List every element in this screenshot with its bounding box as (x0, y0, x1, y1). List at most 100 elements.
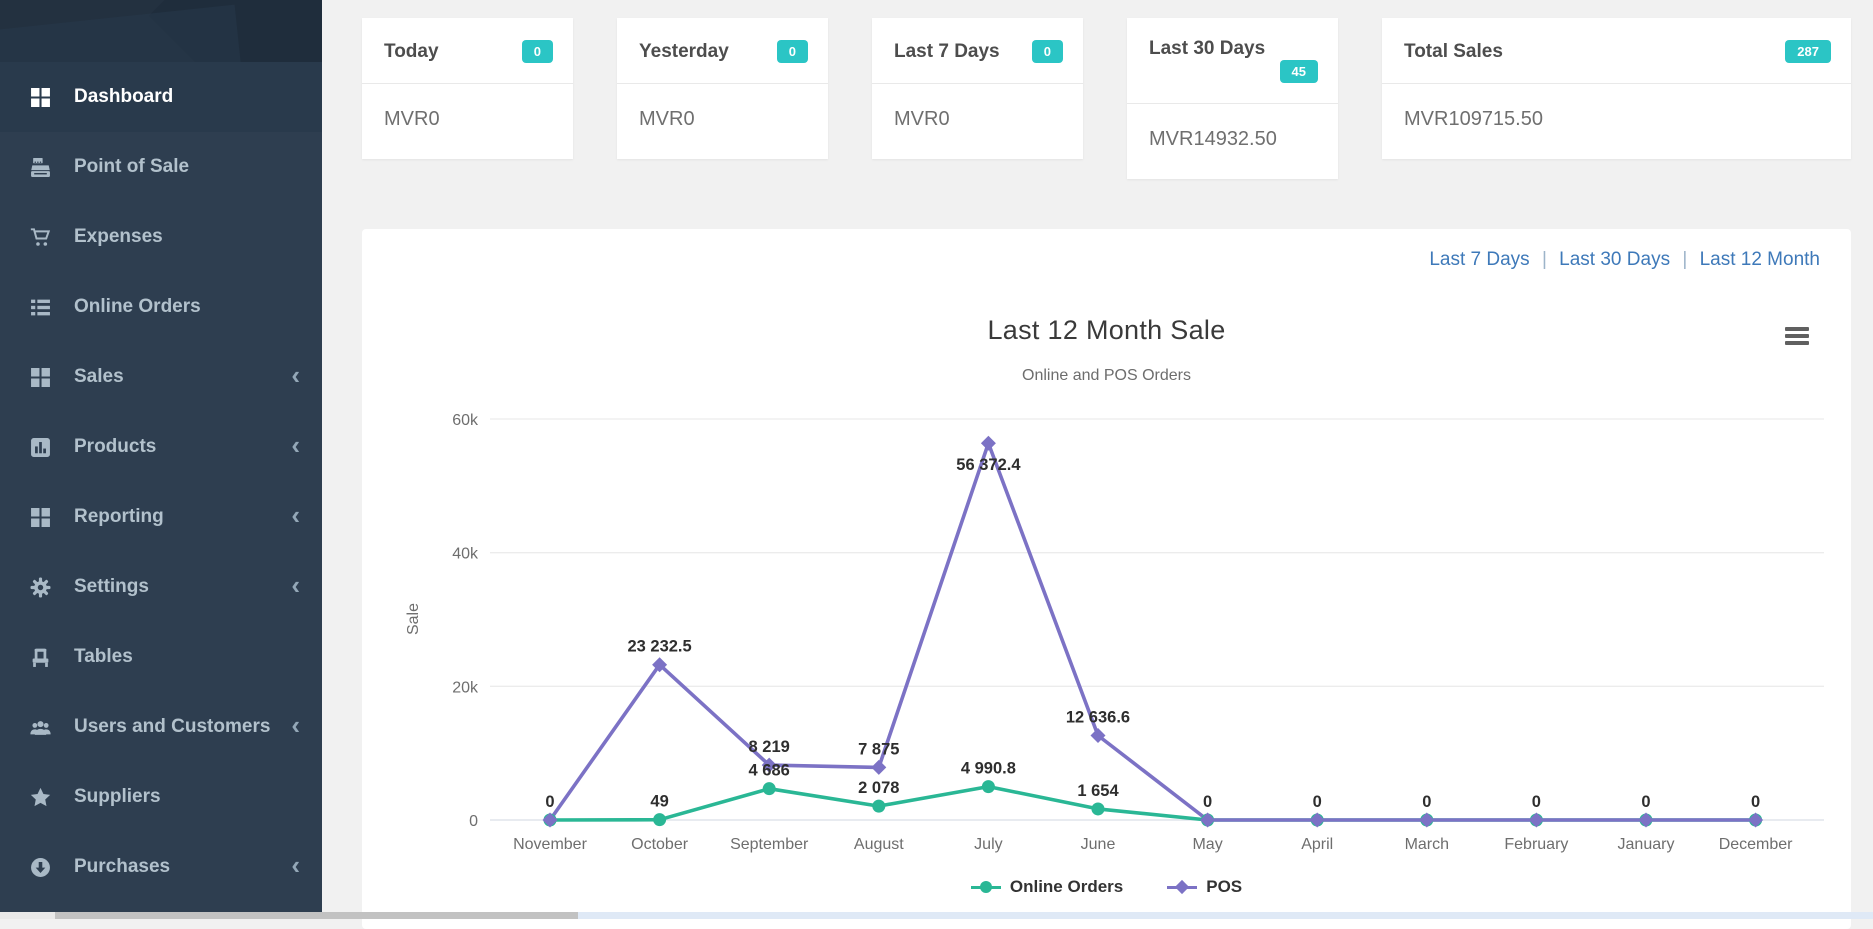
sidebar-item-dashboard[interactable]: Dashboard (0, 62, 322, 132)
card-total-sales: Total Sales 287 MVR109715.50 (1382, 18, 1851, 159)
legend-item-online-orders[interactable]: Online Orders (971, 877, 1123, 897)
scrollbar-corner (0, 912, 55, 919)
card-count-badge: 45 (1280, 60, 1318, 83)
svg-text:0: 0 (1422, 793, 1431, 811)
horizontal-scrollbar[interactable] (0, 912, 1873, 919)
grid-icon (30, 86, 56, 108)
chevron-left-icon: ‹ (291, 572, 300, 598)
card-value: MVR14932.50 (1127, 104, 1338, 179)
card-value: MVR109715.50 (1382, 84, 1851, 159)
svg-text:November: November (513, 836, 587, 853)
grid-icon (30, 366, 56, 388)
svg-text:October: October (631, 836, 689, 853)
sidebar-item-point-of-sale[interactable]: Point of Sale (0, 132, 322, 202)
sidebar-item-reporting[interactable]: Reporting‹ (0, 482, 322, 552)
legend-circle-marker (971, 880, 1001, 894)
bar-chart-icon (30, 436, 56, 458)
svg-text:7 875: 7 875 (858, 740, 899, 758)
grid-icon (30, 506, 56, 528)
chart-legend: Online Orders POS (362, 877, 1851, 897)
card-header: Today 0 (362, 18, 573, 84)
chevron-left-icon: ‹ (291, 712, 300, 738)
main-content: Today 0 MVR0 Yesterday 0 MVR0 Last 7 Days 0 MVR0… (322, 0, 1873, 919)
arrow-circle-down-icon (30, 856, 56, 878)
card-count-badge: 287 (1785, 40, 1831, 63)
sidebar-item-users-and-customers[interactable]: Users and Customers ‹ (0, 692, 322, 762)
svg-text:August: August (854, 836, 904, 853)
cart-icon (30, 226, 56, 248)
svg-text:May: May (1192, 836, 1222, 853)
card-value: MVR0 (872, 84, 1083, 159)
card-header: Last 7 Days 0 (872, 18, 1083, 84)
card-title: Last 30 Days (1149, 38, 1318, 60)
sidebar-item-suppliers[interactable]: Suppliers (0, 762, 322, 832)
card-header: Total Sales 287 (1382, 18, 1851, 84)
card-title: Yesterday (639, 41, 729, 63)
sidebar-item-sales[interactable]: Sales ‹ (0, 342, 322, 412)
card-value: MVR0 (617, 84, 828, 159)
star-icon (30, 786, 56, 808)
card-header: Yesterday 0 (617, 18, 828, 84)
card-count-badge: 0 (1032, 40, 1063, 63)
sales-chart-panel: Last 7 Days | Last 30 Days | Last 12 Mon… (362, 229, 1851, 929)
svg-text:June: June (1081, 836, 1116, 853)
sidebar-item-expenses[interactable]: Expenses (0, 202, 322, 272)
legend-diamond-marker (1167, 880, 1197, 894)
sidebar-item-label: Dashboard (74, 86, 300, 108)
sidebar-item-label: Expenses (74, 226, 300, 248)
svg-text:March: March (1405, 836, 1449, 853)
sidebar-item-online-orders[interactable]: Online Orders (0, 272, 322, 342)
svg-text:1 654: 1 654 (1077, 782, 1119, 800)
card-title: Today (384, 41, 439, 63)
sidebar-item-label: Point of Sale (74, 156, 300, 178)
card-yesterday: Yesterday 0 MVR0 (617, 18, 828, 159)
svg-text:40k: 40k (452, 546, 479, 563)
svg-text:December: December (1719, 836, 1793, 853)
card-count-badge: 0 (522, 40, 553, 63)
sidebar-item-label: Tables (74, 646, 300, 668)
sidebar-item-products[interactable]: Products‹ (0, 412, 322, 482)
sidebar: Dashboard Point of Sale Expenses Online Ord… (0, 0, 322, 912)
gear-icon (30, 576, 56, 598)
chevron-left-icon: ‹ (291, 362, 300, 388)
scrollbar-thumb[interactable] (55, 912, 578, 919)
svg-text:0: 0 (1641, 793, 1650, 811)
card-title: Last 7 Days (894, 41, 1000, 63)
card-count-badge: 0 (777, 40, 808, 63)
svg-text:49: 49 (650, 793, 668, 811)
legend-label: POS (1206, 877, 1242, 897)
sidebar-item-label: Sales (74, 366, 285, 388)
sidebar-item-label: Suppliers (74, 786, 300, 808)
svg-text:56 372.4: 56 372.4 (956, 456, 1021, 474)
svg-text:8 219: 8 219 (749, 738, 790, 756)
users-icon (30, 716, 56, 738)
sidebar-item-label: Online Orders (74, 296, 300, 318)
sidebar-item-label: Users and Customers (74, 716, 285, 738)
card-value: MVR0 (362, 84, 573, 159)
svg-text:0: 0 (545, 793, 554, 811)
sidebar-item-tables[interactable]: Tables (0, 622, 322, 692)
chevron-left-icon: ‹ (291, 852, 300, 878)
cash-register-icon (30, 156, 56, 178)
sidebar-item-label: Reporting (74, 506, 285, 528)
svg-text:60k: 60k (452, 412, 479, 429)
sidebar-item-settings[interactable]: Settings‹ (0, 552, 322, 622)
sidebar-menu: Dashboard Point of Sale Expenses Online Ord… (0, 62, 322, 902)
svg-text:4 686: 4 686 (749, 762, 790, 780)
svg-text:February: February (1504, 836, 1568, 853)
chair-icon (30, 646, 56, 668)
card-today: Today 0 MVR0 (362, 18, 573, 159)
legend-item-pos[interactable]: POS (1167, 877, 1242, 897)
svg-text:4 990.8: 4 990.8 (961, 760, 1016, 778)
card-last-7-days: Last 7 Days 0 MVR0 (872, 18, 1083, 159)
sidebar-item-purchases[interactable]: Purchases‹ (0, 832, 322, 902)
svg-text:January: January (1618, 836, 1675, 853)
sidebar-logo-area (0, 0, 322, 62)
svg-text:Sale: Sale (405, 603, 422, 635)
card-title: Total Sales (1404, 41, 1503, 63)
svg-text:September: September (730, 836, 809, 853)
svg-text:July: July (974, 836, 1002, 853)
